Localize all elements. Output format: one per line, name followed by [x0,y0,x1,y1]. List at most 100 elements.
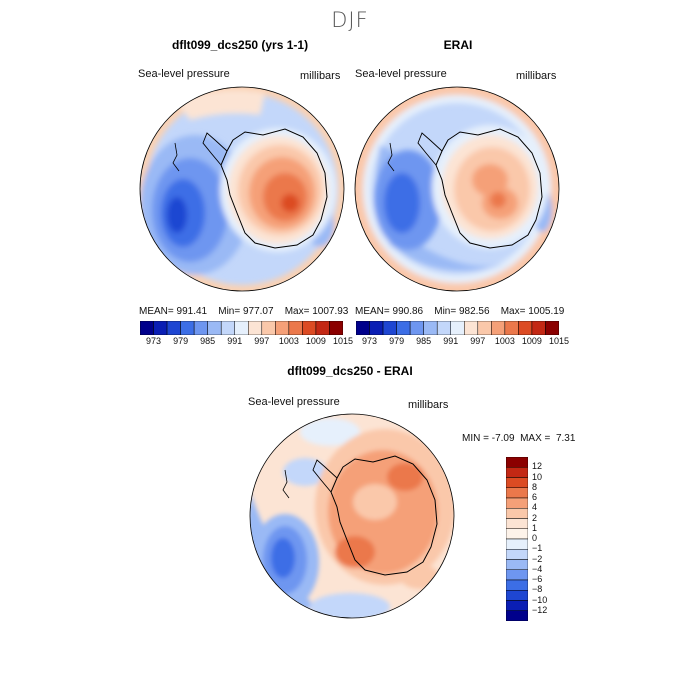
diff-colorbar-tick-label: −12 [532,604,548,615]
diff-antarctica-coastline [330,455,438,576]
diff-colorbar-tick-label: 0 [532,533,538,543]
colorbar-swatch [207,321,222,335]
obs-panel-title: ERAI [443,38,473,52]
colorbar-swatch [545,321,559,335]
colorbar-tick-label: 1003 [494,336,515,346]
obs-mean-label: MEAN= [355,306,390,317]
colorbar-swatch [248,321,263,335]
diff-colorbar-swatch [506,528,528,540]
colorbar-swatch [382,321,397,335]
model-low-center [167,197,187,233]
model-panel-title: dflt099_dcs250 (yrs 1-1) [172,38,309,52]
model-colorbar-ticks: 973 979 985 991 997 1003 1009 1015 [140,336,353,348]
colorbar-swatch [329,321,343,335]
colorbar-swatch [302,321,317,335]
diff-variable-label: Sea-level pressure [248,396,340,408]
diff-colorbar-swatch [506,579,528,591]
model-colorbar [140,321,343,335]
obs-colorbar [356,321,559,335]
diff-colorbar-tick-label: 4 [532,502,538,513]
diff-colorbar-tick-label: 6 [532,492,538,502]
colorbar-swatch [220,321,235,335]
model-max-value: 1007.93 [312,306,349,317]
diff-neg-north [283,458,327,486]
obs-max-value: 1005.19 [528,306,565,317]
diff-slp-map [249,413,455,619]
model-mean-label: MEAN= [139,306,174,317]
colorbar-tick-label: 979 [173,336,189,346]
diff-colorbar-swatch [506,590,528,601]
colorbar-swatch [261,321,276,335]
diff-colorbar-tick-label: 10 [532,471,543,482]
model-stats: MEAN= 991.41 Min= 977.07 Max= 1007.93 [139,306,348,317]
diff-pos-3a [387,463,423,491]
model-slp-map [139,86,345,292]
diff-colorbar-tick-label: −1 [532,543,543,554]
model-antarctica-coastline [220,128,328,249]
colorbar-swatch [234,321,249,335]
colorbar-swatch [409,321,424,335]
model-min-label: Min= [218,306,241,317]
colorbar-swatch [450,321,465,335]
diff-colorbar-tick-label: −10 [532,594,548,605]
obs-peninsula-coastline [417,132,443,166]
obs-continent-max [490,192,506,208]
colorbar-tick-label: 997 [254,336,270,346]
diff-colorbar-swatch [506,600,528,611]
obs-variable-label: Sea-level pressure [355,68,447,80]
diff-min-label: MIN = [462,433,489,444]
colorbar-tick-label: 985 [200,336,216,346]
diff-colorbar-tick-label: −2 [532,553,543,564]
diff-colorbar-swatch [506,569,528,581]
colorbar-swatch [180,321,195,335]
colorbar-tick-label: 973 [362,336,378,346]
model-peninsula-coastline [202,132,228,166]
obs-stats: MEAN= 990.86 Min= 982.56 Max= 1005.19 [355,306,564,317]
colorbar-swatch [518,321,533,335]
diff-colorbar-swatch [506,487,528,499]
diff-south-america-tip [282,469,290,499]
colorbar-tick-label: 985 [416,336,432,346]
diff-pos-dip [353,484,397,520]
model-mean-value: 991.41 [176,306,208,317]
colorbar-swatch [423,321,438,335]
colorbar-swatch [140,321,154,335]
diff-pos-3b [335,536,375,568]
diff-colorbar-swatch [506,477,528,488]
diff-colorbar-swatch [506,549,528,560]
colorbar-tick-label: 1015 [548,336,570,346]
diff-colorbar-swatch [506,467,528,478]
colorbar-swatch [288,321,303,335]
model-variable-label: Sea-level pressure [138,68,230,80]
obs-low-core [384,173,420,233]
model-max-label: Max= [284,306,310,317]
colorbar-tick-label: 991 [227,336,243,346]
diff-colorbar-swatch [506,559,528,570]
colorbar-swatch [275,321,290,335]
diff-map-border [249,413,455,619]
diff-colorbar [506,457,528,621]
model-min-value: 977.07 [242,306,274,317]
colorbar-swatch [477,321,492,335]
model-continent-max [281,194,299,212]
colorbar-swatch [153,321,168,335]
colorbar-swatch [504,321,519,335]
diff-max-value: 7.31 [555,433,576,444]
colorbar-swatch [193,321,208,335]
colorbar-tick-label: 997 [470,336,486,346]
colorbar-tick-label: 1003 [278,336,299,346]
colorbar-tick-label: 1009 [305,336,326,346]
colorbar-tick-label: 1009 [521,336,542,346]
colorbar-swatch [464,321,479,335]
diff-colorbar-tick-label: 2 [532,512,538,523]
obs-max-label: Max= [500,306,526,317]
diff-max-label: MAX = [520,433,551,444]
diff-colorbar-tick-label: −8 [532,584,543,595]
season-title: DJF [331,8,369,32]
diff-colorbar-swatch [506,508,528,519]
obs-units-label: millibars [516,70,557,82]
colorbar-swatch [436,321,451,335]
obs-min-label: Min= [434,306,457,317]
colorbar-swatch [396,321,411,335]
diff-peninsula-coastline [312,459,338,493]
